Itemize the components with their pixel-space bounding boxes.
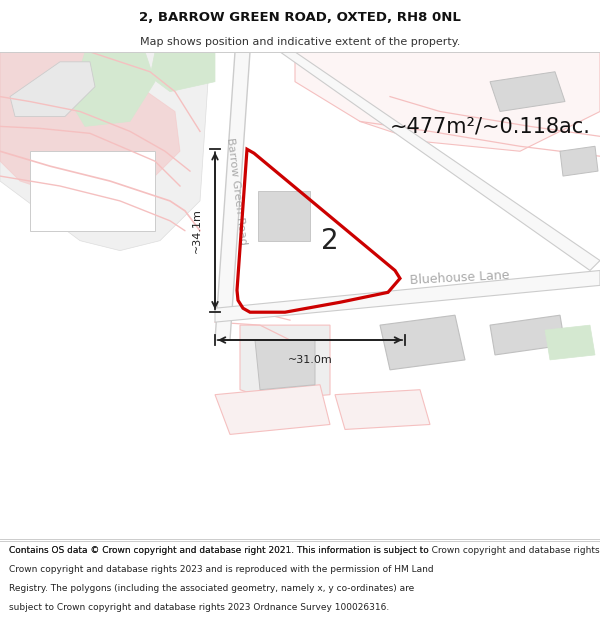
Polygon shape [215, 271, 600, 322]
Text: Crown copyright and database rights 2023 and is reproduced with the permission o: Crown copyright and database rights 2023… [9, 564, 434, 574]
Polygon shape [215, 52, 250, 340]
Text: subject to Crown copyright and database rights 2023 Ordnance Survey 100026316.: subject to Crown copyright and database … [9, 602, 389, 612]
Text: ~477m²/~0.118ac.: ~477m²/~0.118ac. [390, 116, 591, 136]
Polygon shape [380, 315, 465, 370]
Text: 2, BARROW GREEN ROAD, OXTED, RH8 0NL: 2, BARROW GREEN ROAD, OXTED, RH8 0NL [139, 11, 461, 24]
Polygon shape [280, 52, 600, 271]
Text: Contains OS data © Crown copyright and database right 2021. This information is : Contains OS data © Crown copyright and d… [9, 546, 429, 554]
Text: ~31.0m: ~31.0m [287, 355, 332, 365]
Text: Contains OS data © Crown copyright and database right 2021. This information is : Contains OS data © Crown copyright and d… [9, 546, 600, 554]
Text: Bluehouse Lane: Bluehouse Lane [410, 269, 510, 288]
Polygon shape [560, 146, 598, 176]
Polygon shape [0, 52, 180, 201]
Polygon shape [70, 52, 155, 126]
Polygon shape [295, 52, 600, 151]
Polygon shape [258, 191, 310, 241]
Polygon shape [490, 315, 565, 355]
Text: Barrow Green Road: Barrow Green Road [226, 137, 248, 245]
Polygon shape [240, 325, 330, 399]
Polygon shape [30, 151, 155, 231]
Polygon shape [150, 52, 215, 92]
Polygon shape [0, 52, 210, 251]
Polygon shape [255, 340, 315, 390]
Text: Map shows position and indicative extent of the property.: Map shows position and indicative extent… [140, 38, 460, 48]
Text: Registry. The polygons (including the associated geometry, namely x, y co-ordina: Registry. The polygons (including the as… [9, 584, 414, 592]
Polygon shape [335, 390, 430, 429]
Text: 2: 2 [321, 227, 339, 254]
Text: ~34.1m: ~34.1m [192, 208, 202, 253]
Polygon shape [545, 325, 595, 360]
Polygon shape [10, 62, 95, 116]
Polygon shape [490, 72, 565, 111]
Polygon shape [215, 385, 330, 434]
